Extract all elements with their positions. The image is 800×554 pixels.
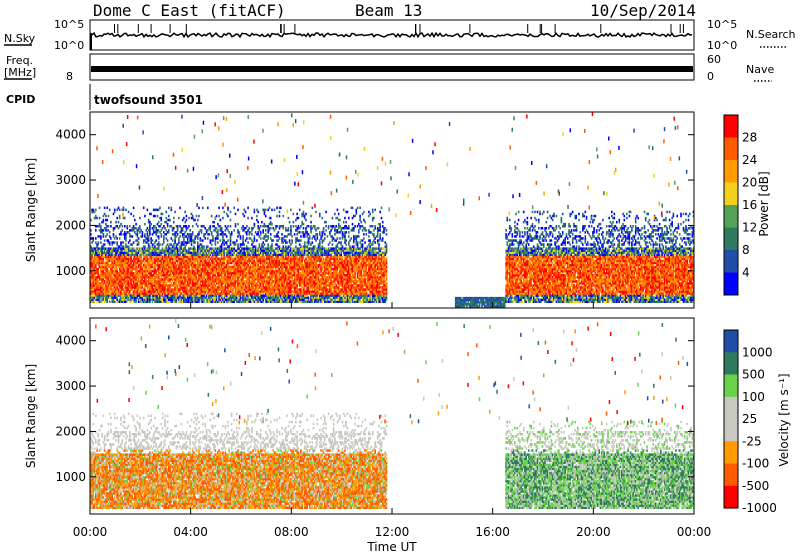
echo-cell [134,219,136,222]
echo-cell [110,225,112,228]
echo-cell [128,211,130,214]
echo-cell [133,241,135,244]
echo-cell [113,233,115,236]
echo-cell [99,217,101,220]
echo-cell [104,243,106,246]
echo-cell [103,233,105,236]
cpid-label: CPID [6,93,35,106]
echo-cell [123,241,125,244]
echo-cell [152,239,154,242]
freq-unit: [MHz] [4,66,36,79]
echo-cell [143,207,145,210]
echo-cell [100,235,102,238]
echo-cell [109,231,111,234]
echo-cell [138,237,140,240]
echo-cell [147,209,149,212]
echo-cell [95,209,97,212]
echo-cell [119,215,121,218]
freq-trace [91,66,693,72]
nave-ytick-top: 60 [707,53,721,66]
nsky-line [91,33,692,37]
echo-cell [109,241,111,244]
nsky-ytop: 10^5 [54,18,84,31]
echo-cell [114,209,116,212]
echo-cell [108,215,110,218]
echo-cell [110,221,112,224]
echo-cell [122,229,124,232]
echo-cell [100,241,102,244]
beam-title: Beam 13 [355,1,422,20]
echo-cell [139,217,141,220]
echo-cell [127,225,129,228]
echo-cell [150,213,152,216]
echo-cell [96,217,98,220]
echo-cell [119,237,121,240]
nsky-ybot: 10^0 [54,39,84,52]
echo-cell [106,219,108,222]
echo-cell [104,239,106,242]
echo-cell [124,225,126,228]
freq-ytick: 8 [66,70,73,83]
noise-trace [91,24,692,50]
echo-cell [132,235,134,238]
echo-cell [123,207,125,210]
echo-cell [98,241,100,244]
echo-cell [129,225,131,228]
echo-cell [139,225,141,228]
date-title: 10/Sep/2014 [590,1,696,20]
echo-cell [133,207,135,210]
echo-cell [114,241,116,244]
echo-cell [106,233,108,236]
station-title: Dome C East (fitACF) [93,1,286,20]
echo-cell [144,233,146,236]
echo-cell [109,209,111,212]
nsearch-label: N.Search [746,28,796,41]
echo-cell [129,239,131,242]
nave-ytick-bot: 0 [707,70,714,83]
echo-cell [125,209,127,212]
echo-cell [116,241,118,244]
echo-cell [106,207,108,210]
echo-cell [109,301,111,304]
echo-cell [108,225,110,228]
echo-cell [110,237,112,240]
echo-cell [115,221,117,224]
nave-label: Nave [746,63,774,76]
echo-cell [144,223,146,226]
echo-cell [99,207,101,210]
echo-cell [95,229,97,232]
echo-cell [119,209,121,212]
nsky-label: N.Sky [4,32,36,45]
echo-cell [144,215,146,218]
echo-cell [100,225,102,228]
echo-cell [118,221,120,224]
nsearch-ybot: 10^0 [707,39,737,52]
radar-plot: Dome C East (fitACF) Beam 13 10/Sep/2014… [0,0,800,554]
echo-cell [122,225,124,228]
echo-cell [130,213,132,216]
echo-cell [116,237,118,240]
echo-cell [142,231,144,234]
echo-cell [95,237,97,240]
echo-cell [103,219,105,222]
echo-cell [116,217,118,220]
echo-cell [135,223,137,226]
echo-cell [93,237,95,240]
echo-cell [133,215,135,218]
echo-cell [150,223,152,226]
cpid-value: twofsound 3501 [94,93,203,107]
echo-cell [105,215,107,218]
echo-cell [124,217,126,220]
nsearch-ytop: 10^5 [707,18,737,31]
echo-cell [138,241,140,244]
echo-cell [104,207,106,210]
